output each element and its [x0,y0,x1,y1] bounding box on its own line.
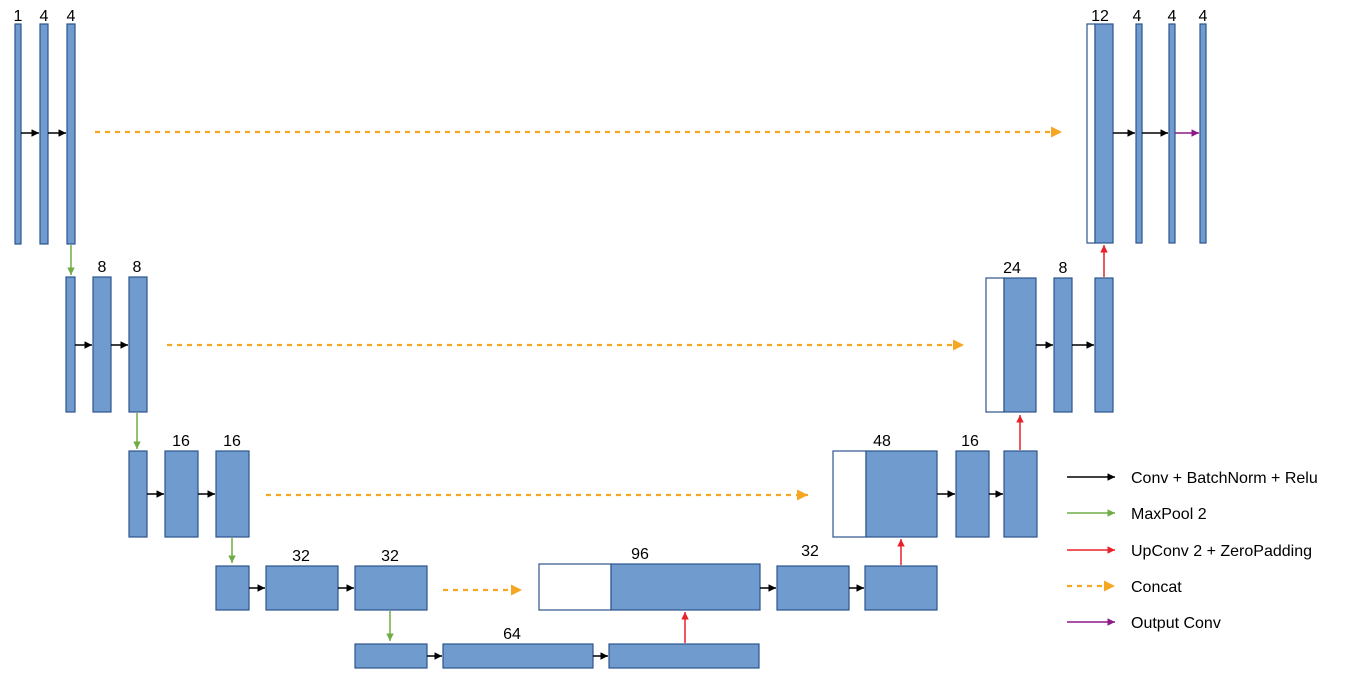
legend-maxpool-label: MaxPool 2 [1131,506,1207,523]
label-l3-c: 16 [223,433,241,450]
block-d1-skip [1086,23,1096,244]
label-l5-b: 64 [503,626,521,643]
legend: Conv + BatchNorm + Relu MaxPool 2 UpConv… [1067,470,1318,632]
label-l3-b: 16 [172,433,190,450]
block-d3-skip [832,450,867,538]
legend-conv-label: Conv + BatchNorm + Relu [1131,470,1318,487]
block-e1-input [14,23,22,245]
block-d1-conv1 [1135,23,1143,244]
block-d2-conv2 [1094,277,1114,413]
block-d1-up [1094,23,1114,244]
block-e3-conv1 [164,450,199,538]
label-d4-b: 32 [801,543,819,560]
block-d4-conv1 [776,565,850,611]
legend-output-label: Output Conv [1131,615,1221,632]
enc-level-1 [14,23,76,245]
label-d3-b: 16 [961,433,979,450]
block-d3-conv1 [955,450,990,538]
label-l1-c: 4 [67,8,76,25]
block-d3-conv2 [1003,450,1038,538]
block-d4-up [610,563,761,611]
block-e1-conv1 [39,23,49,245]
label-d2-b: 8 [1059,260,1068,277]
block-d2-up [1003,277,1037,413]
block-b-conv2 [608,643,760,669]
label-d1-c: 4 [1168,8,1177,25]
label-d2-cat: 24 [1003,260,1021,277]
block-e3-pool [128,450,148,538]
label-l4-c: 32 [381,548,399,565]
block-b-conv1 [442,643,594,669]
block-e2-conv2 [128,276,148,413]
block-b-pool [354,643,428,669]
block-d2-conv1 [1053,277,1073,413]
block-e3-conv2 [215,450,250,538]
block-d4-conv2 [864,565,938,611]
label-l1-a: 1 [14,8,23,25]
label-d4-cat: 96 [631,546,649,563]
block-d3-up [865,450,938,538]
block-d2-skip [985,277,1005,413]
label-d3-cat: 48 [873,433,891,450]
block-e4-conv1 [265,565,339,611]
label-l2-c: 8 [133,259,142,276]
label-d1-cat: 12 [1091,8,1109,25]
block-e2-conv1 [92,276,112,413]
label-l1-b: 4 [40,8,49,25]
block-d4-skip [538,563,612,611]
label-l2-b: 8 [98,259,107,276]
block-d1-conv2 [1168,23,1176,244]
block-e4-conv2 [354,565,428,611]
block-e2-pool [65,276,76,413]
block-e4-pool [215,565,250,611]
label-l4-b: 32 [292,548,310,565]
legend-upconv-label: UpConv 2 + ZeroPadding [1131,543,1312,560]
label-d1-out: 4 [1199,8,1208,25]
legend-concat-label: Concat [1131,579,1182,596]
block-d1-output [1199,23,1207,244]
label-d1-b: 4 [1133,8,1142,25]
block-e1-conv2 [66,23,76,245]
